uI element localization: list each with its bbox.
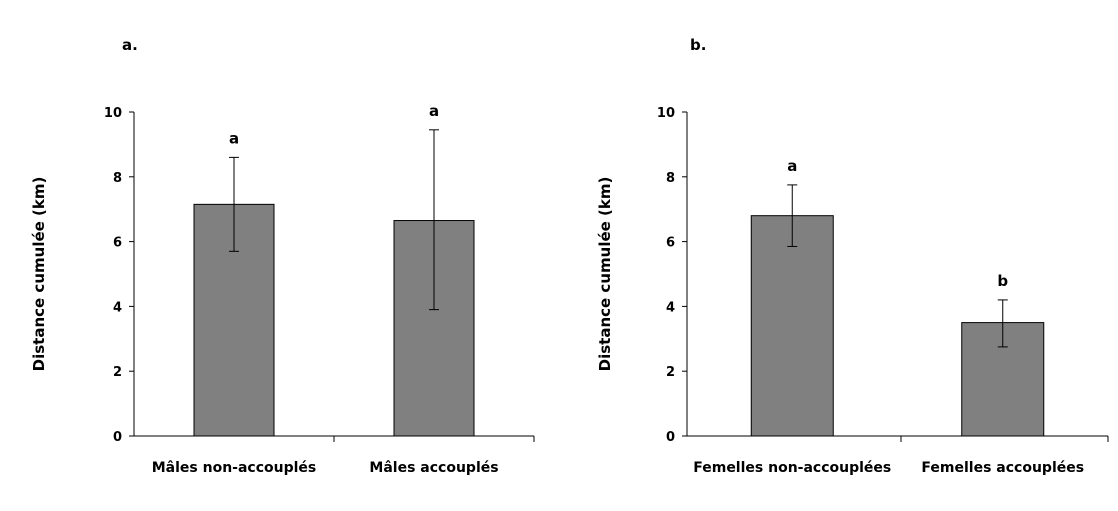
significance-letter: a	[787, 157, 797, 175]
y-tick-label: 10	[104, 106, 122, 121]
y-tick-label: 8	[113, 171, 122, 186]
category-label: Mâles non-accouplés	[152, 460, 317, 476]
panel-label: a.	[122, 36, 138, 54]
y-tick-label: 2	[113, 365, 122, 380]
category-label: Femelles accouplées	[921, 460, 1084, 476]
significance-letter: a	[429, 102, 439, 120]
y-tick-label: 0	[113, 430, 122, 445]
significance-letter: b	[997, 272, 1008, 290]
y-tick-label: 10	[657, 106, 675, 121]
significance-letter: a	[229, 129, 239, 147]
y-tick-label: 4	[666, 300, 675, 315]
category-label: Mâles accouplés	[369, 460, 498, 476]
y-tick-label: 6	[113, 236, 122, 251]
chart-panel-0: a. 0 2 4 6 8 10 Distance cumulée (km) a Mâles non…	[30, 36, 535, 476]
y-tick-label: 6	[666, 236, 675, 251]
y-axis-title: Distance cumulée (km)	[596, 177, 614, 372]
bar	[750, 215, 834, 437]
y-tick-label: 4	[113, 300, 122, 315]
panel-label: b.	[690, 36, 706, 54]
category-label: Femelles non-accouplées	[693, 460, 891, 476]
chart-panel-1: b. 0 2 4 6 8 10 Distance cumulée (km) a Femelles …	[596, 36, 1109, 476]
y-tick-label: 2	[666, 365, 675, 380]
y-axis-title: Distance cumulée (km)	[30, 177, 48, 372]
y-tick-label: 8	[666, 171, 675, 186]
y-tick-label: 0	[666, 430, 675, 445]
